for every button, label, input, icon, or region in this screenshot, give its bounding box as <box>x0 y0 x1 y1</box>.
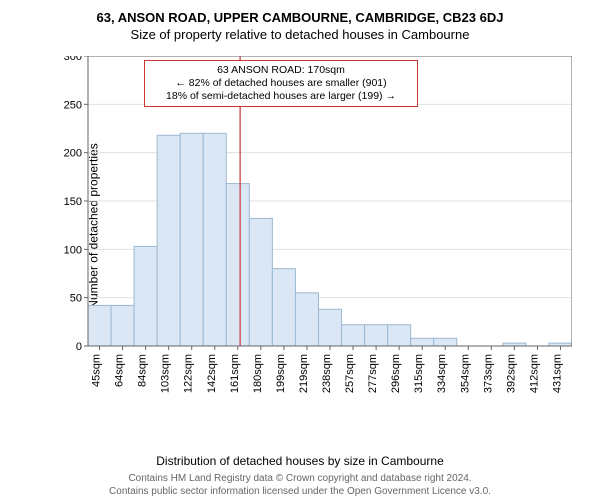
svg-text:142sqm: 142sqm <box>206 354 218 393</box>
annotation-box: 63 ANSON ROAD: 170sqm ← 82% of detached … <box>144 60 418 107</box>
footer-line2: Contains public sector information licen… <box>109 486 491 497</box>
svg-text:219sqm: 219sqm <box>298 354 310 393</box>
svg-text:315sqm: 315sqm <box>413 354 425 393</box>
histogram-bars <box>88 133 572 346</box>
annotation-line3: 18% of semi-detached houses are larger (… <box>166 90 396 102</box>
chart-container: 63, ANSON ROAD, UPPER CAMBOURNE, CAMBRID… <box>0 0 600 500</box>
bar <box>365 325 388 346</box>
svg-text:431sqm: 431sqm <box>551 354 563 393</box>
svg-text:354sqm: 354sqm <box>459 354 471 393</box>
annotation-line2: ← 82% of detached houses are smaller (90… <box>175 77 386 89</box>
footer-line1: Contains HM Land Registry data © Crown c… <box>128 473 471 484</box>
bar <box>434 338 457 346</box>
bar <box>249 218 272 346</box>
x-axis-title: Distribution of detached houses by size … <box>0 454 600 468</box>
plot-area: 63 ANSON ROAD: 170sqm ← 82% of detached … <box>64 56 572 396</box>
bar <box>226 184 249 346</box>
svg-text:150: 150 <box>64 196 82 208</box>
svg-text:238sqm: 238sqm <box>321 354 333 393</box>
svg-text:300: 300 <box>64 56 82 63</box>
svg-text:250: 250 <box>64 99 82 111</box>
bar <box>88 305 111 346</box>
bar <box>134 246 157 346</box>
svg-text:392sqm: 392sqm <box>505 354 517 393</box>
svg-text:122sqm: 122sqm <box>183 354 195 393</box>
svg-text:200: 200 <box>64 148 82 160</box>
chart-title-address: 63, ANSON ROAD, UPPER CAMBOURNE, CAMBRID… <box>0 10 600 25</box>
svg-text:277sqm: 277sqm <box>367 354 379 393</box>
svg-text:84sqm: 84sqm <box>137 354 149 387</box>
y-tick-labels: 0 50 100 150 200 250 300 <box>64 56 82 353</box>
svg-text:334sqm: 334sqm <box>436 354 448 393</box>
svg-text:100: 100 <box>64 244 82 256</box>
bar <box>388 325 411 346</box>
svg-text:103sqm: 103sqm <box>160 354 172 393</box>
svg-text:373sqm: 373sqm <box>482 354 494 393</box>
annotation-line1: 63 ANSON ROAD: 170sqm <box>217 64 345 76</box>
svg-text:64sqm: 64sqm <box>114 354 126 387</box>
bar <box>157 135 180 346</box>
svg-text:161sqm: 161sqm <box>229 354 241 393</box>
bar <box>295 293 318 346</box>
svg-text:199sqm: 199sqm <box>275 354 287 393</box>
bar <box>272 269 295 346</box>
svg-text:0: 0 <box>76 341 82 353</box>
footer-attribution: Contains HM Land Registry data © Crown c… <box>0 472 600 498</box>
svg-text:45sqm: 45sqm <box>91 354 103 387</box>
bar <box>111 305 134 346</box>
svg-text:50: 50 <box>70 293 82 305</box>
svg-text:296sqm: 296sqm <box>390 354 402 393</box>
x-tick-labels: 45sqm 64sqm 84sqm 103sqm 122sqm 142sqm 161sqm 1… <box>91 354 564 393</box>
svg-text:180sqm: 180sqm <box>252 354 264 393</box>
svg-text:257sqm: 257sqm <box>344 354 356 393</box>
bar <box>411 338 434 346</box>
bar <box>203 133 226 346</box>
chart-title-subtitle: Size of property relative to detached ho… <box>0 27 600 42</box>
svg-text:412sqm: 412sqm <box>528 354 540 393</box>
bar <box>180 133 203 346</box>
bar <box>318 309 341 346</box>
bar <box>342 325 365 346</box>
